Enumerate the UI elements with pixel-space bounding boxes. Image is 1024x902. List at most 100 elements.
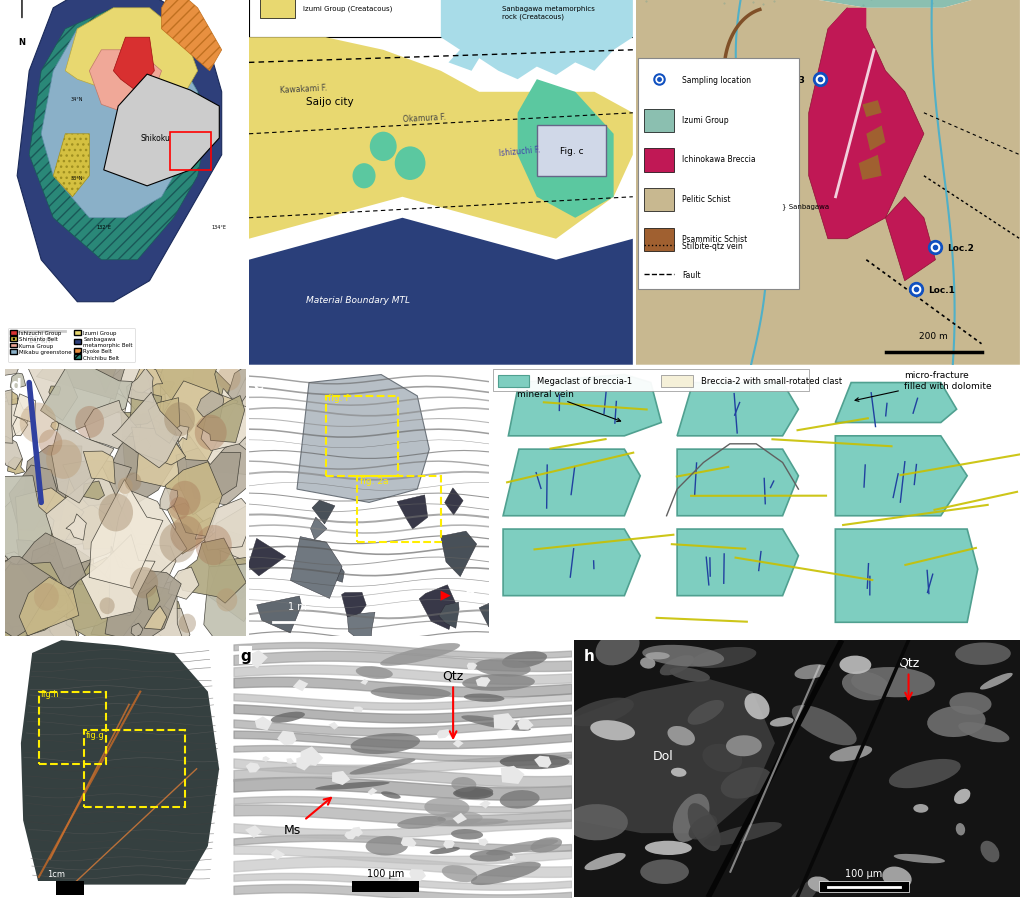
- Polygon shape: [0, 391, 13, 444]
- Ellipse shape: [424, 797, 469, 817]
- Polygon shape: [440, 531, 477, 577]
- Polygon shape: [201, 404, 260, 451]
- Circle shape: [217, 365, 241, 391]
- Circle shape: [196, 525, 231, 566]
- Polygon shape: [131, 428, 185, 465]
- Polygon shape: [112, 392, 182, 468]
- Ellipse shape: [645, 652, 670, 659]
- Circle shape: [130, 567, 158, 599]
- Polygon shape: [104, 541, 166, 599]
- Polygon shape: [467, 663, 477, 670]
- Polygon shape: [62, 460, 131, 506]
- Ellipse shape: [842, 672, 890, 701]
- Bar: [643, 109, 674, 133]
- Ellipse shape: [455, 787, 494, 797]
- Circle shape: [370, 133, 396, 161]
- Polygon shape: [257, 596, 302, 633]
- Polygon shape: [51, 423, 114, 503]
- Polygon shape: [138, 596, 170, 629]
- Ellipse shape: [688, 804, 721, 851]
- Polygon shape: [410, 869, 426, 881]
- Polygon shape: [636, 0, 1020, 9]
- Polygon shape: [164, 382, 238, 461]
- Polygon shape: [886, 198, 936, 281]
- Polygon shape: [858, 155, 882, 180]
- Polygon shape: [16, 540, 72, 595]
- Polygon shape: [310, 518, 327, 540]
- Ellipse shape: [691, 648, 757, 668]
- Polygon shape: [0, 561, 44, 631]
- Ellipse shape: [883, 867, 911, 888]
- Polygon shape: [19, 577, 79, 636]
- Polygon shape: [83, 452, 115, 484]
- Circle shape: [75, 407, 104, 438]
- Polygon shape: [17, 0, 221, 302]
- Polygon shape: [89, 480, 163, 589]
- Text: Loc.3: Loc.3: [778, 76, 805, 85]
- Ellipse shape: [721, 768, 772, 799]
- Bar: [498, 375, 529, 387]
- Text: f: f: [9, 649, 16, 663]
- Polygon shape: [241, 389, 258, 414]
- Ellipse shape: [461, 715, 530, 732]
- Polygon shape: [0, 437, 23, 470]
- Polygon shape: [0, 330, 26, 378]
- Bar: [39, 692, 106, 764]
- Bar: [260, 0, 295, 19]
- Polygon shape: [501, 766, 524, 784]
- Polygon shape: [300, 747, 324, 766]
- Ellipse shape: [955, 824, 966, 835]
- Polygon shape: [205, 499, 255, 550]
- Polygon shape: [176, 448, 241, 515]
- Polygon shape: [127, 369, 154, 403]
- Text: Z: Z: [465, 590, 474, 603]
- Polygon shape: [158, 597, 180, 629]
- Polygon shape: [234, 333, 281, 393]
- Polygon shape: [221, 362, 282, 443]
- Polygon shape: [296, 755, 313, 770]
- Polygon shape: [368, 787, 378, 796]
- Polygon shape: [116, 594, 135, 616]
- Polygon shape: [41, 22, 198, 218]
- Ellipse shape: [645, 841, 692, 855]
- Text: Loc.2: Loc.2: [947, 244, 974, 253]
- Polygon shape: [9, 465, 57, 530]
- Bar: [537, 126, 606, 177]
- Ellipse shape: [371, 686, 451, 700]
- Ellipse shape: [726, 735, 762, 757]
- Polygon shape: [449, 732, 455, 738]
- Bar: [493, 370, 809, 391]
- Bar: [357, 476, 441, 543]
- Circle shape: [39, 430, 62, 456]
- Ellipse shape: [502, 651, 547, 668]
- Text: Pelitic Schist: Pelitic Schist: [682, 195, 730, 204]
- Text: g: g: [241, 649, 251, 663]
- Text: micro-fracture
filled with dolomite: micro-fracture filled with dolomite: [855, 371, 991, 402]
- Ellipse shape: [642, 645, 724, 667]
- Circle shape: [34, 584, 58, 611]
- Polygon shape: [88, 353, 122, 393]
- Text: Izumi Group: Izumi Group: [682, 115, 729, 124]
- Polygon shape: [444, 488, 463, 515]
- Ellipse shape: [894, 854, 945, 863]
- Polygon shape: [113, 491, 187, 584]
- Text: h: h: [584, 649, 594, 663]
- Polygon shape: [291, 537, 342, 599]
- Polygon shape: [278, 731, 297, 745]
- Polygon shape: [144, 606, 167, 630]
- Polygon shape: [503, 529, 640, 596]
- Polygon shape: [190, 351, 250, 398]
- Polygon shape: [56, 465, 118, 541]
- Polygon shape: [160, 488, 178, 511]
- Legend: Ishizuchi Group, Shimanto Belt, Kuma Group, Mikabu greenstone, Izumi Group, Sanb: Ishizuchi Group, Shimanto Belt, Kuma Gro…: [8, 328, 135, 363]
- Bar: [326, 397, 398, 476]
- Polygon shape: [249, 38, 633, 239]
- Polygon shape: [246, 435, 271, 456]
- Polygon shape: [146, 585, 160, 611]
- Polygon shape: [7, 457, 25, 474]
- Circle shape: [160, 523, 196, 563]
- Text: Saijo city: Saijo city: [306, 97, 354, 107]
- Ellipse shape: [315, 782, 390, 790]
- Ellipse shape: [453, 788, 494, 799]
- Polygon shape: [518, 80, 613, 218]
